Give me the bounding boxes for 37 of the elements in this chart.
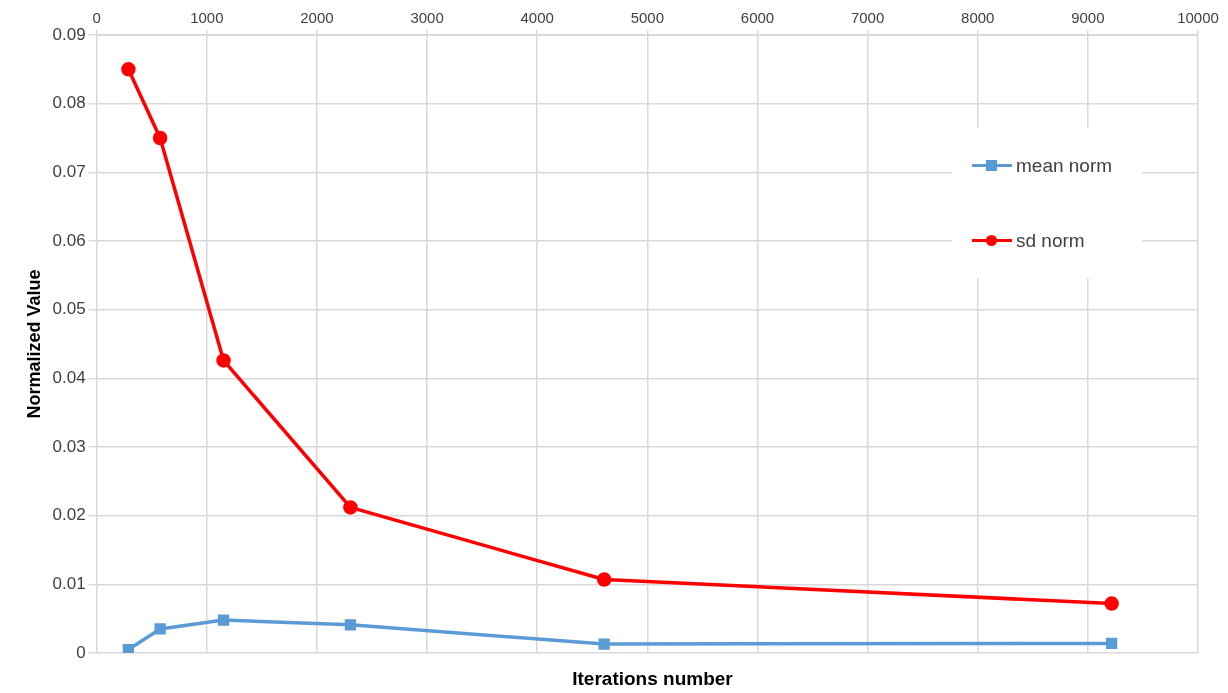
point [344,619,357,631]
x-tick-label: 8000 [961,9,995,27]
y-tick-label: 0.07 [52,162,86,182]
y-tick-label: 0.03 [52,436,86,456]
x-tick-label: 9000 [1071,9,1105,27]
x-tick-label: 0 [92,9,101,27]
x-tick-label: 6000 [740,9,775,27]
point [1106,637,1118,650]
y-tick-label: 0.08 [52,93,86,113]
point [217,614,230,626]
x-tick-label: 3000 [410,9,444,27]
y-tick-label: 0.05 [52,299,86,319]
y-axis-title: Normalized Value [23,269,44,419]
point [152,130,168,146]
y-tick-label: 0.04 [52,368,86,388]
legend-label: mean norm [1016,154,1113,177]
point [598,638,610,650]
y-tick-label: 0 [76,642,86,662]
x-axis-title: Iterations number [571,668,734,690]
point [1104,596,1119,611]
y-tick-label: 0.09 [52,24,86,44]
x-tick-label: 7000 [850,9,885,27]
legend-label: sd norm [1016,229,1085,252]
x-tick-label: 4000 [520,9,554,27]
x-tick-label: 10000 [1177,9,1219,27]
y-tick-label: 0.02 [52,505,86,525]
point [216,353,231,368]
point [122,643,135,653]
y-tick-label: 0.06 [52,230,86,250]
y-tick-label: 0.01 [52,574,86,594]
x-tick-label: 5000 [630,9,665,27]
x-tick-label: 2000 [300,9,334,27]
point [121,62,136,77]
point [154,623,166,635]
point [343,500,358,515]
x-tick-label: 1000 [190,9,224,27]
point [596,572,612,587]
